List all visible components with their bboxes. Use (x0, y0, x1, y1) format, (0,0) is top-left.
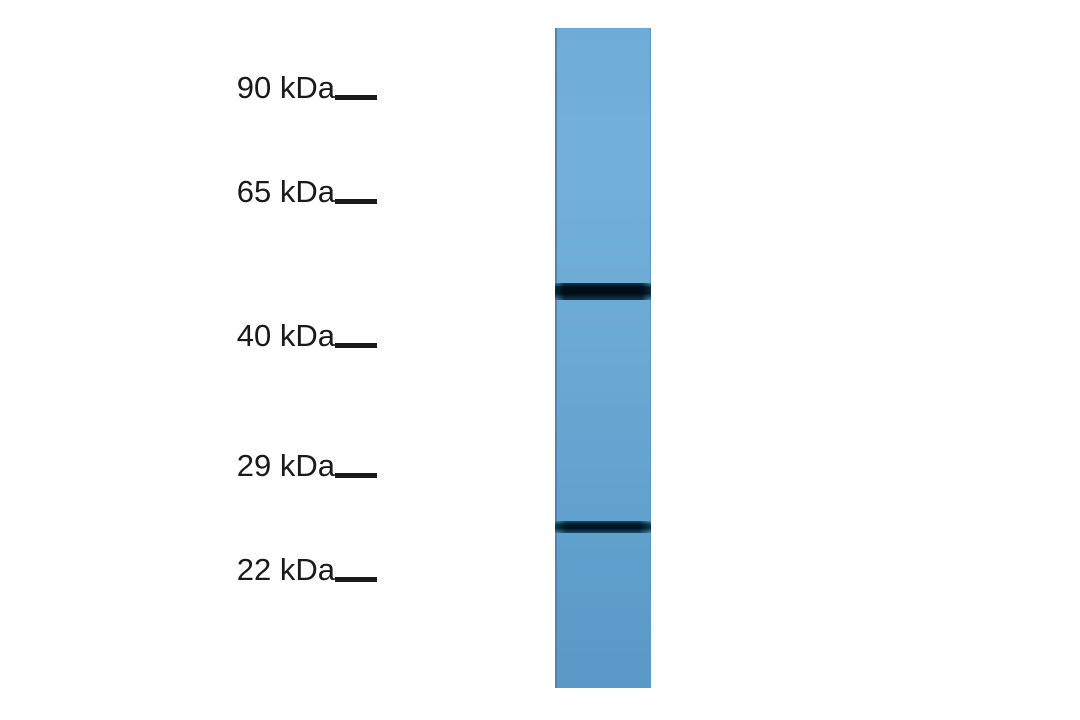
blot-band-lower-band (555, 521, 651, 533)
mw-marker-tick-2 (335, 343, 377, 348)
blot-band-upper-band (555, 283, 651, 300)
mw-marker-label-1: 65 kDa (237, 174, 335, 210)
blot-lane (555, 28, 651, 688)
western-blot-figure: 90 kDa 65 kDa 40 kDa 29 kDa 22 kDa (0, 0, 1080, 720)
mw-marker-label-4: 22 kDa (237, 552, 335, 588)
mw-marker-tick-0 (335, 95, 377, 100)
mw-marker-tick-3 (335, 473, 377, 478)
mw-marker-tick-4 (335, 577, 377, 582)
mw-marker-label-2: 40 kDa (237, 318, 335, 354)
mw-marker-label-3: 29 kDa (237, 448, 335, 484)
mw-marker-label-0: 90 kDa (237, 70, 335, 106)
mw-marker-tick-1 (335, 199, 377, 204)
